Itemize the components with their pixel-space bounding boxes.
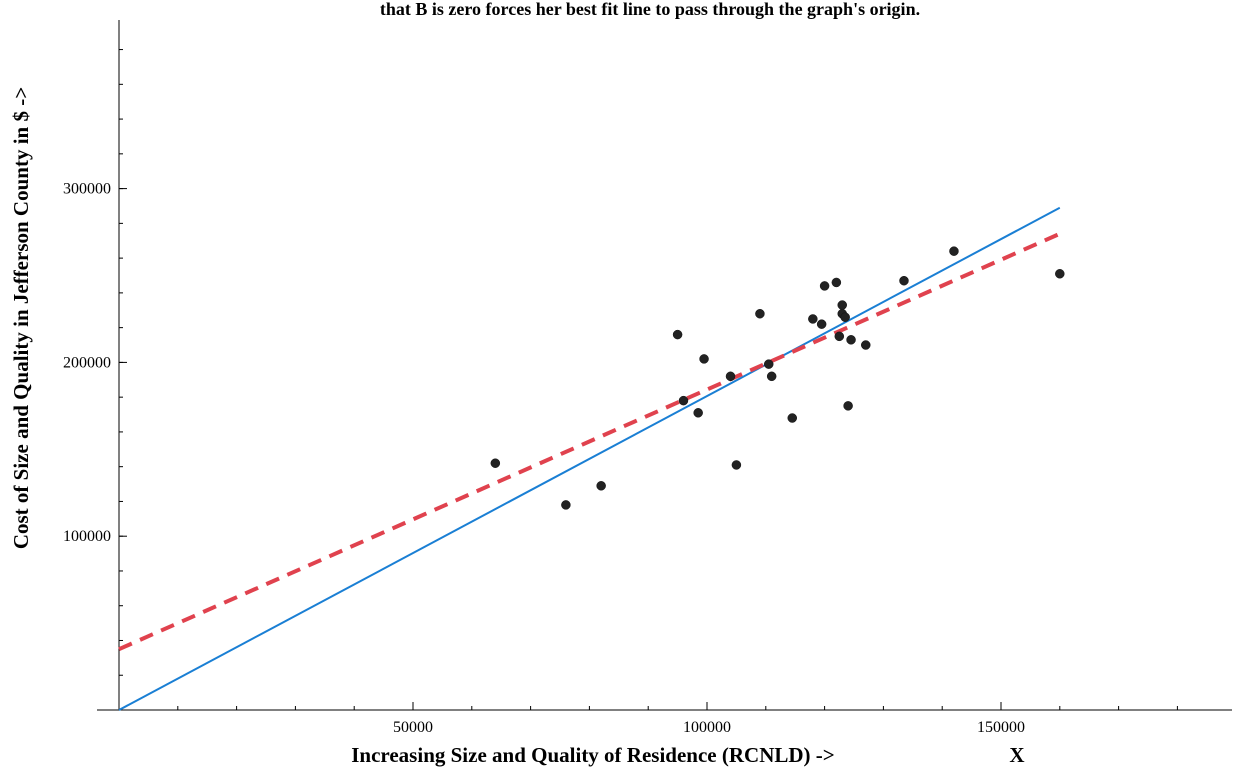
axes xyxy=(97,20,1232,711)
data-point xyxy=(672,329,683,340)
data-point xyxy=(831,277,842,288)
data-point xyxy=(490,458,501,468)
data-point xyxy=(949,246,959,256)
fit-lines xyxy=(118,206,1061,711)
data-point xyxy=(755,308,765,319)
data-point xyxy=(808,314,818,324)
data-point xyxy=(731,460,742,470)
data-point xyxy=(1055,269,1065,279)
data-point xyxy=(840,312,850,322)
x-tick-label: 50000 xyxy=(393,719,433,736)
data-point xyxy=(837,300,847,310)
data-point xyxy=(596,481,606,491)
data-point xyxy=(725,371,736,382)
solid-fit-line xyxy=(118,206,1061,711)
data-point xyxy=(819,281,830,291)
data-point xyxy=(816,319,827,329)
data-point xyxy=(843,401,853,411)
data-point xyxy=(561,500,571,510)
data-point xyxy=(834,331,845,342)
major-ticks xyxy=(119,188,1002,710)
y-axis-label: Cost of Size and Quality in Jefferson Co… xyxy=(9,87,33,549)
x-axis-variable-label: X xyxy=(1009,743,1024,767)
data-point xyxy=(678,395,689,406)
x-tick-label: 150000 xyxy=(977,719,1025,736)
y-tick-label: 300000 xyxy=(63,181,111,198)
x-axis-label: Increasing Size and Quality of Residence… xyxy=(351,743,834,767)
data-point xyxy=(846,335,856,345)
chart-title: that B is zero forces her best fit line … xyxy=(380,0,920,19)
data-point xyxy=(787,413,798,423)
minor-ticks xyxy=(119,49,1178,710)
data-point xyxy=(899,275,909,286)
data-point xyxy=(861,340,871,350)
data-point xyxy=(763,359,774,369)
y-tick-label: 200000 xyxy=(63,354,111,371)
data-point xyxy=(699,354,709,364)
x-tick-label: 100000 xyxy=(683,719,731,736)
data-point xyxy=(766,371,777,382)
tick-labels: 50000 100000 150000 100000 200000 300000 xyxy=(63,181,1025,736)
y-tick-label: 100000 xyxy=(63,528,111,545)
data-points xyxy=(490,246,1065,510)
data-point xyxy=(693,408,703,418)
dashed-fit-line xyxy=(118,231,1061,651)
